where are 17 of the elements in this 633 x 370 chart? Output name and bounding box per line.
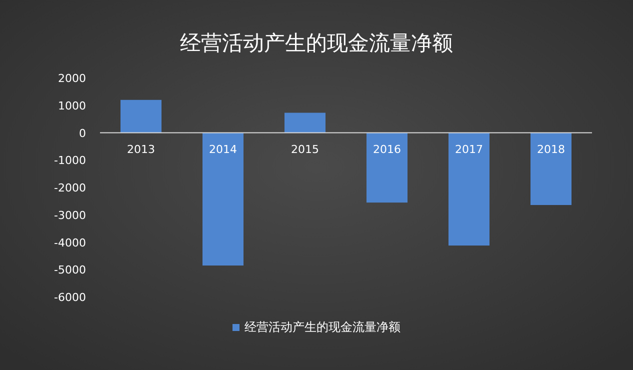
y-tick-label: 0 bbox=[79, 126, 86, 140]
y-tick-label: 1000 bbox=[58, 99, 86, 112]
y-tick-label: -1000 bbox=[54, 154, 86, 168]
y-tick-label: -2000 bbox=[54, 182, 86, 194]
y-tick-label: 2000 bbox=[58, 72, 86, 85]
x-tick-label: 2018 bbox=[537, 142, 565, 156]
legend-label: 经营活动产生的现金流量净额 bbox=[244, 320, 400, 334]
x-tick-label: 2014 bbox=[209, 142, 237, 156]
x-tick-label: 2015 bbox=[291, 142, 319, 156]
y-tick-label: -6000 bbox=[54, 291, 86, 304]
y-tick-label: -4000 bbox=[54, 236, 86, 250]
x-tick-label: 2017 bbox=[455, 142, 483, 156]
chart-title: 经营活动产生的现金流量净额 bbox=[180, 31, 453, 55]
x-tick-label: 2016 bbox=[373, 142, 401, 156]
y-tick-label: -5000 bbox=[54, 264, 86, 277]
x-tick-label: 2013 bbox=[127, 142, 155, 156]
y-tick-label: -3000 bbox=[54, 208, 86, 222]
